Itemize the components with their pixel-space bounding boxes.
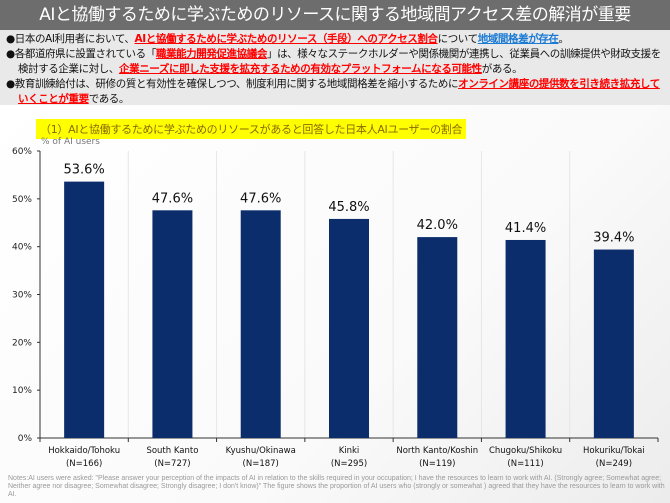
emphasis-text: 地域間格差が存在 (477, 33, 559, 45)
page-title: AIと協働するために学ぶためのリソースに関する地域間アクセス差の解消が重要 (0, 0, 670, 30)
emphasis-text: AIと協働するために学ぶためのリソース（手段）へのアクセス割合 (134, 33, 438, 45)
y-tick-label: 30% (12, 291, 32, 301)
y-tick-label: 10% (12, 386, 32, 396)
sample-size-label: (N=187) (243, 459, 279, 469)
y-tick-label: 20% (12, 338, 32, 348)
emphasis-text: オンライン講座の提供数を引き続き拡充していくことが重要 (18, 78, 660, 105)
x-tick-label: South Kanto (146, 446, 198, 456)
x-tick-label: Hokuriku/Tokai (583, 446, 645, 456)
bullet-item: ●教育訓練給付は、研修の質と有効性を確保しつつ、制度利用に関する地域間格差を縮小… (6, 77, 664, 107)
emphasis-text: 職業能力開発促進協議会 (155, 48, 268, 60)
bullet-text: ●各都道府県に設置されている「 (6, 48, 156, 60)
bullet-text: ●教育訓練給付は、研修の質と有効性を確保しつつ、制度利用に関する地域間格差を縮小… (6, 78, 459, 90)
y-tick-label: 40% (12, 243, 32, 253)
data-label: 42.0% (417, 218, 458, 233)
data-label: 53.6% (63, 163, 104, 178)
bar (593, 249, 634, 438)
bar (505, 239, 546, 438)
bar (329, 218, 369, 438)
bar (240, 210, 281, 438)
bar (152, 210, 193, 438)
summary-bullets: ●日本のAI利用者において、AIと協働するために学ぶためのリソース（手段）へのア… (0, 30, 670, 105)
data-label: 47.6% (152, 191, 193, 206)
bullet-text: である。 (88, 93, 130, 105)
bullet-text: 」は、様々なステークホルダーや関係機関が連携し、従業員への訓練提供や財政支援を検… (18, 48, 661, 75)
sample-size-label: (N=249) (596, 459, 632, 469)
bullet-text: ●日本のAI利用者において、 (6, 33, 135, 45)
sample-size-label: (N=727) (154, 459, 190, 469)
bullet-text: がある。 (481, 63, 523, 75)
sample-size-label: (N=295) (331, 459, 367, 469)
bullet-item: ●各都道府県に設置されている「職業能力開発促進協議会」は、様々なステークホルダー… (6, 47, 664, 77)
data-label: 41.4% (505, 221, 546, 236)
y-tick-label: 50% (12, 195, 32, 205)
bullet-text: 。 (558, 33, 570, 45)
chart-notes: Notes:AI users were asked: "Please answe… (8, 475, 665, 498)
emphasis-text: 企業ニーズに即した支援を拡充するための有効なプラットフォームになる可能性 (119, 63, 482, 75)
x-tick-label: Kinki (339, 446, 360, 456)
sample-size-label: (N=166) (66, 459, 102, 469)
x-tick-label: Chugoku/Shikoku (489, 446, 562, 456)
y-axis-label: % of AI users (41, 137, 100, 147)
y-tick-label: 0% (18, 434, 33, 444)
x-tick-label: Kyushu/Okinawa (226, 446, 296, 456)
data-label: 39.4% (593, 231, 634, 246)
data-label: 45.8% (328, 200, 369, 215)
bar (64, 181, 105, 438)
y-tick-label: 60% (12, 147, 32, 157)
data-label: 47.6% (240, 191, 281, 206)
bullet-text: について (437, 33, 478, 45)
bar (417, 237, 458, 438)
x-tick-label: North Kanto/Koshin (396, 446, 478, 456)
sample-size-label: (N=119) (419, 459, 455, 469)
x-tick-label: Hokkaido/Tohoku (48, 446, 120, 456)
bullet-item: ●日本のAI利用者において、AIと協働するために学ぶためのリソース（手段）へのア… (6, 32, 664, 47)
sample-size-label: (N=111) (507, 459, 543, 469)
chart-title: （1）AIと協働するために学ぶためのリソースがあると回答した日本人AIユーザーの… (36, 119, 467, 139)
